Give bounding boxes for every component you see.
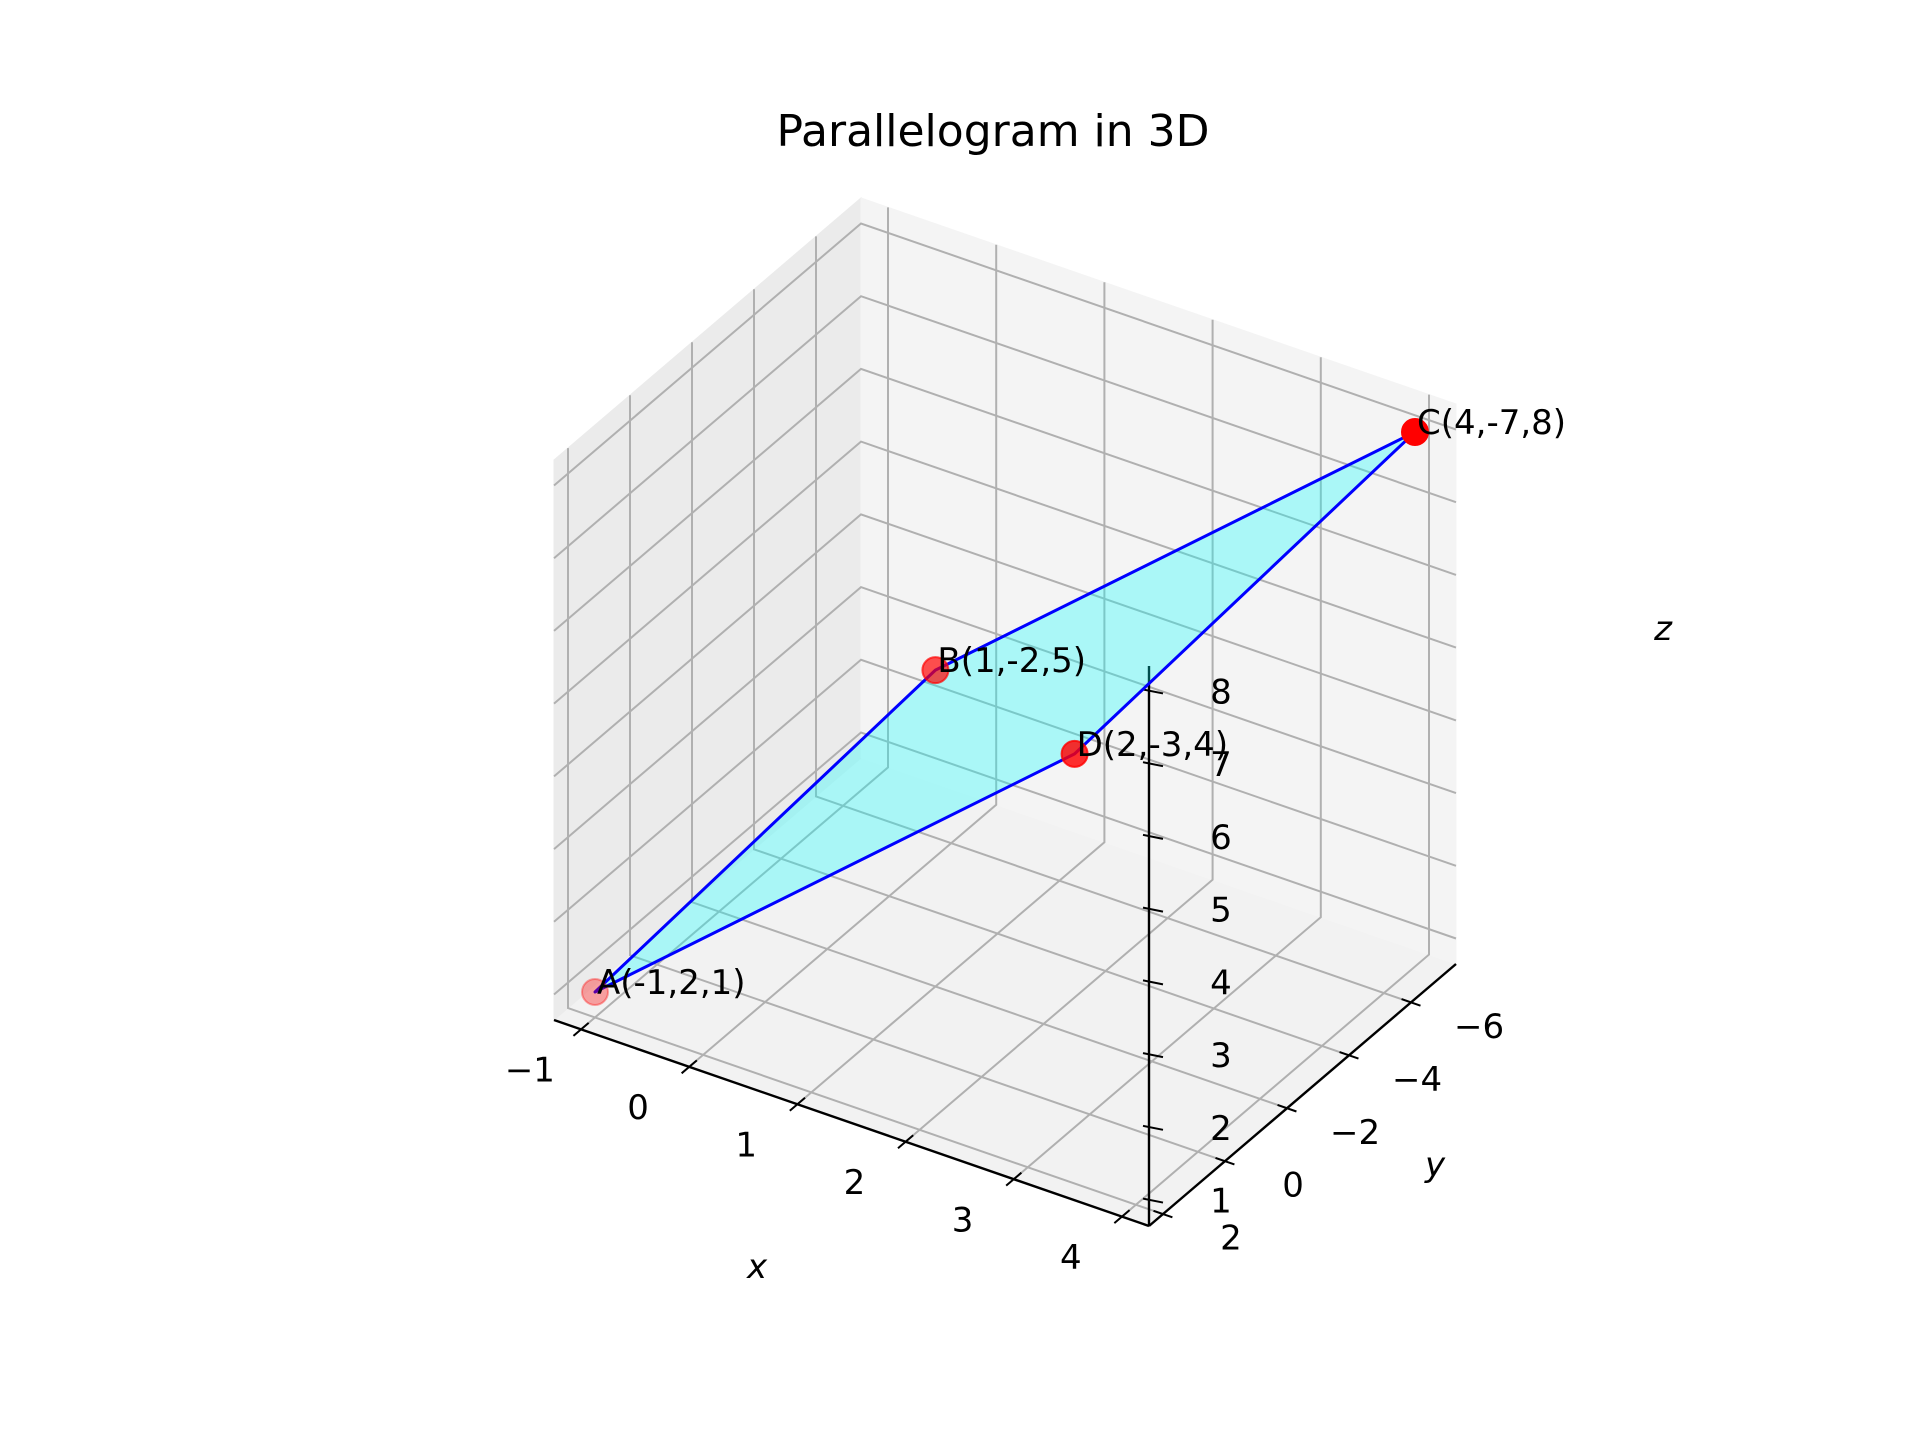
- right-wall-pane: [860, 197, 1457, 965]
- x-tick-label: 4: [1060, 1238, 1082, 1278]
- x-tick-mark: [897, 1134, 914, 1149]
- z-axis-label: z: [1653, 609, 1673, 649]
- point-label: B(1,-2,5): [937, 641, 1086, 681]
- chart-title: Parallelogram in 3D: [776, 106, 1209, 157]
- z-tick-label: 3: [1210, 1036, 1232, 1076]
- x-tick-mark: [1005, 1171, 1023, 1187]
- z-tick-label: 1: [1210, 1182, 1232, 1222]
- point-marker: [581, 978, 609, 1006]
- z-grid-line: [553, 222, 1457, 487]
- point-label: A(-1,2,1): [597, 963, 746, 1003]
- z-tick-label: 8: [1210, 672, 1232, 712]
- z-tick-mark: [1142, 906, 1164, 913]
- z-tick-mark: [1142, 1124, 1164, 1131]
- point-label: C(4,-7,8): [1417, 403, 1566, 443]
- point-marker: [1401, 418, 1429, 446]
- y-tick-mark: [1153, 1209, 1173, 1219]
- z-grid-line: [553, 585, 1457, 850]
- y-tick-label: 2: [1220, 1219, 1242, 1259]
- x-axis-label: x: [746, 1247, 768, 1287]
- z-tick-label: 2: [1210, 1109, 1232, 1149]
- y-grid-line: [753, 289, 1350, 1057]
- x-tick-mark: [789, 1097, 806, 1112]
- point-marker: [921, 656, 950, 685]
- y-grid-line: [567, 448, 1164, 1216]
- y-tick-label: −4: [1392, 1060, 1442, 1100]
- y-tick-label: −2: [1330, 1113, 1380, 1153]
- z-tick-label: 7: [1210, 745, 1232, 785]
- x-axis-line: [553, 1018, 1150, 1228]
- point-label: D(2,-3,4): [1077, 725, 1229, 765]
- y-tick-mark: [1215, 1156, 1235, 1166]
- y-tick-label: 0: [1282, 1166, 1304, 1206]
- x-grid-line: [904, 319, 1214, 1143]
- y-axis-line: [1148, 963, 1457, 1227]
- z-tick-mark: [1142, 761, 1164, 768]
- z-tick-label: 4: [1210, 963, 1232, 1003]
- x-tick-mark: [1113, 1209, 1131, 1224]
- x-grid-line: [1121, 394, 1430, 1218]
- grid-lines: [553, 207, 1457, 1218]
- axis-lines: [553, 666, 1457, 1228]
- z-tick-label: 5: [1210, 891, 1232, 931]
- z-grid-line: [553, 295, 1457, 559]
- z-tick-mark: [1142, 688, 1164, 695]
- y-grid-line: [629, 395, 1226, 1163]
- x-tick-mark: [680, 1059, 698, 1075]
- x-tick-label: 0: [627, 1088, 649, 1128]
- z-grid-line: [553, 731, 1457, 996]
- y-tick-mark: [1277, 1104, 1297, 1113]
- z-tick-label: 6: [1210, 818, 1232, 858]
- y-tick-label: −6: [1454, 1007, 1504, 1047]
- x-tick-label: 1: [735, 1126, 757, 1166]
- parallelogram-face: [595, 432, 1415, 992]
- point-marker: [1060, 739, 1089, 768]
- y-grid-line: [815, 236, 1412, 1004]
- x-tick-label: 2: [844, 1163, 866, 1203]
- z-tick-mark: [1142, 1197, 1164, 1204]
- x-grid-line: [796, 282, 1106, 1106]
- z-grid-line: [553, 513, 1457, 778]
- z-tick-mark: [1142, 833, 1164, 840]
- y-tick-mark: [1339, 1051, 1359, 1060]
- x-tick-mark: [572, 1022, 590, 1037]
- z-grid-line: [553, 658, 1457, 923]
- x-tick-label: −1: [505, 1051, 555, 1091]
- x-tick-label: 3: [952, 1200, 974, 1240]
- z-tick-mark: [1142, 979, 1164, 986]
- z-tick-mark: [1142, 1052, 1164, 1059]
- y-axis-label: y: [1424, 1145, 1446, 1185]
- y-tick-mark: [1401, 998, 1421, 1007]
- x-grid-line: [1013, 357, 1322, 1180]
- plot-area: A(-1,2,1) B(1,-2,5) C(4,-7,8) D(2,-3,4): [581, 403, 1566, 1006]
- x-grid-line: [580, 207, 889, 1031]
- x-grid-line: [688, 244, 998, 1068]
- z-grid-line: [553, 367, 1457, 632]
